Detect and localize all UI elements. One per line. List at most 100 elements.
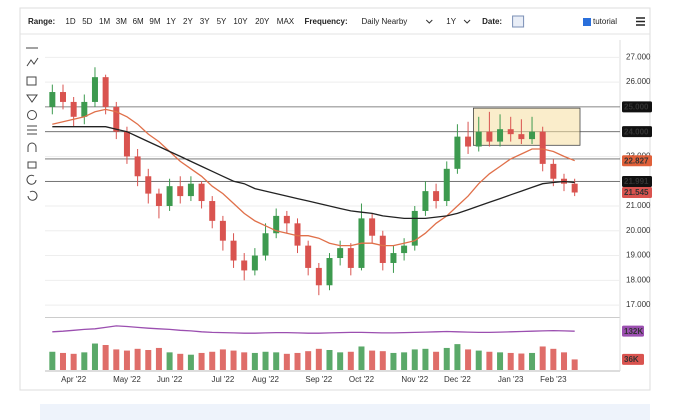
volume-bar: [326, 350, 333, 370]
x-tick-label: Oct '22: [349, 375, 375, 384]
y-tick-label: 18.000: [626, 275, 651, 284]
moving-average-short: [52, 108, 575, 247]
candle-body: [155, 193, 162, 206]
candle-body: [518, 134, 525, 140]
volume-bar: [529, 352, 536, 370]
candle-body: [187, 183, 194, 197]
volume-bar: [134, 348, 141, 370]
candle-body: [571, 183, 578, 193]
candle-body: [123, 131, 130, 157]
candle-body: [422, 191, 429, 211]
side-tools: [26, 47, 39, 201]
volume-bar: [81, 352, 88, 370]
period-select[interactable]: 1Y: [446, 17, 456, 26]
tool-trend[interactable]: [26, 57, 39, 67]
volume-bar: [465, 349, 472, 370]
price-tag: [622, 126, 652, 138]
volume-average: [52, 325, 575, 334]
candle-body: [219, 220, 226, 241]
toolbar: Range: 1D 5D 1M 3M 6M 9M 1Y 2Y 3Y 5Y 10Y 20Y MAX Frequ…: [28, 15, 645, 28]
frequency-label: Frequency:: [305, 17, 348, 26]
price-tag: [622, 325, 644, 337]
date-label: Date:: [482, 17, 502, 26]
range-button[interactable]: 6M: [133, 17, 144, 26]
candle-body: [379, 235, 386, 263]
x-tick-label: May '22: [113, 375, 141, 384]
range-button[interactable]: 20Y: [255, 17, 270, 26]
candle-body: [177, 186, 184, 197]
candle-body: [390, 253, 397, 263]
dropdown-arrow: [425, 19, 433, 24]
volume-bar: [49, 351, 56, 370]
tool-fib[interactable]: [27, 125, 37, 135]
tool-marker[interactable]: [26, 94, 38, 103]
range-button[interactable]: 5Y: [217, 17, 227, 26]
menu-icon[interactable]: [636, 17, 645, 26]
candle-body: [529, 131, 536, 140]
volume-bar: [283, 353, 290, 370]
price-tag-label: 25.000: [624, 103, 649, 112]
candle-body: [81, 101, 88, 117]
range-button[interactable]: MAX: [277, 17, 295, 26]
tool-info[interactable]: [27, 110, 37, 120]
chart-frame: [19, 7, 651, 391]
candle-body: [411, 210, 418, 246]
volume-bar: [369, 350, 376, 370]
volume-bar: [262, 351, 269, 370]
moving-average-long: [52, 126, 575, 220]
range-button[interactable]: 9M: [149, 17, 160, 26]
range-button[interactable]: 1M: [99, 17, 110, 26]
price-tag-label: 24.000: [624, 127, 649, 136]
range-button[interactable]: 3M: [116, 17, 127, 26]
tool-magnet[interactable]: [27, 142, 37, 152]
tutorial-icon[interactable]: [583, 18, 591, 26]
volume-bar: [209, 351, 216, 370]
tool-rect[interactable]: [26, 76, 37, 86]
y-tick-label: 17.000: [626, 300, 651, 309]
price-tag: [622, 186, 652, 198]
volume-bar: [113, 349, 120, 370]
volume-bar: [155, 347, 162, 370]
candle-body: [283, 215, 290, 224]
candle-body: [315, 267, 322, 286]
volume-bar: [422, 348, 429, 370]
price-tag: [622, 101, 652, 113]
x-tick-label: Feb '23: [540, 375, 567, 384]
price-tag: [622, 175, 652, 187]
tool-lock[interactable]: [27, 161, 37, 169]
x-tick-label: Nov '22: [401, 375, 428, 384]
range-button[interactable]: 2Y: [183, 17, 193, 26]
range-button[interactable]: 10Y: [233, 17, 248, 26]
candle-body: [369, 218, 376, 236]
volume-bar: [433, 351, 440, 370]
volume-bar: [198, 352, 205, 370]
candle-body: [539, 131, 546, 164]
candle-body: [70, 101, 77, 117]
tool-undo[interactable]: [26, 174, 37, 185]
candle-body: [465, 136, 472, 147]
tool-redo[interactable]: [27, 190, 38, 201]
price-tag-label: 21.991: [624, 177, 649, 186]
volume-bar: [294, 352, 301, 370]
candle-body: [347, 248, 354, 268]
candle-body: [102, 77, 109, 107]
range-button[interactable]: 1Y: [166, 17, 176, 26]
price-tag-label: 21.545: [624, 188, 649, 197]
tutorial-link[interactable]: tutorial: [593, 17, 617, 26]
x-tick-label: Aug '22: [252, 375, 279, 384]
candle-body: [251, 255, 258, 271]
y-tick-label: 20.000: [626, 226, 651, 235]
range-button[interactable]: 1D: [65, 17, 75, 26]
date-picker[interactable]: [512, 15, 525, 28]
frequency-select[interactable]: Daily Nearby: [362, 17, 408, 26]
candle-body: [209, 201, 216, 221]
volume-bar: [177, 353, 184, 370]
range-button[interactable]: 3Y: [200, 17, 210, 26]
candle-body: [326, 258, 333, 286]
volume-bar: [411, 349, 418, 370]
range-button[interactable]: 5D: [82, 17, 92, 26]
x-tick-label: Jan '23: [498, 375, 524, 384]
candle-body: [497, 129, 504, 142]
volume-bar: [539, 346, 546, 370]
